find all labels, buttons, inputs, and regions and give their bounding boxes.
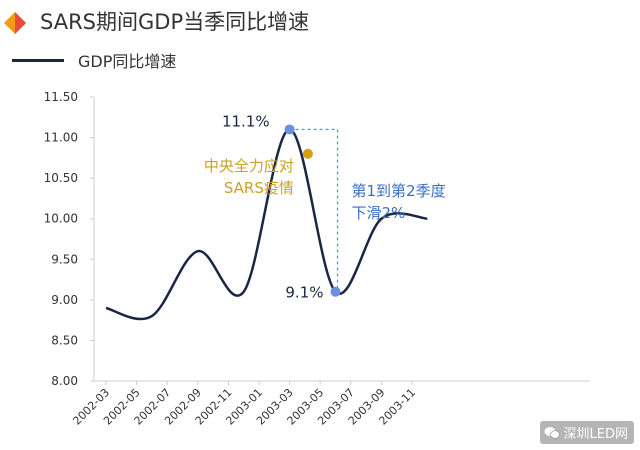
y-tick-label: 10.50 [44, 171, 78, 185]
decline-annotation-line: 第1到第2季度 [352, 182, 446, 200]
y-tick-label: 11.00 [44, 131, 78, 145]
response-annotation-line: 中央全力应对 [204, 157, 294, 175]
trough-marker [330, 286, 341, 297]
y-tick-label: 9.50 [51, 252, 78, 266]
series-line-gdp [105, 128, 428, 321]
response-marker [302, 148, 313, 159]
watermark-text: 深圳LED网 [563, 427, 628, 442]
diamond-logo-icon [4, 12, 26, 34]
response-annotation-line: SARS疫情 [224, 179, 294, 197]
chart-legend: GDP同比增速 [12, 48, 176, 72]
watermark: 深圳LED网 [539, 421, 634, 444]
peak-marker [284, 124, 295, 135]
trough-label: 9.1% [285, 284, 323, 302]
y-tick-label: 8.00 [51, 374, 78, 388]
legend-label: GDP同比增速 [78, 52, 177, 71]
wechat-icon [544, 426, 560, 439]
y-tick-label: 10.00 [44, 212, 78, 226]
chart-title: SARS期间GDP当季同比增速 [40, 10, 310, 34]
y-tick-label: 9.00 [51, 293, 78, 307]
decline-annotation-line: 下滑2% [352, 204, 406, 222]
y-tick-label: 11.50 [44, 90, 78, 104]
decline-bracket [289, 128, 339, 292]
y-tick-label: 8.50 [51, 333, 78, 347]
peak-label: 11.1% [222, 112, 270, 130]
legend-line-swatch [12, 58, 64, 62]
